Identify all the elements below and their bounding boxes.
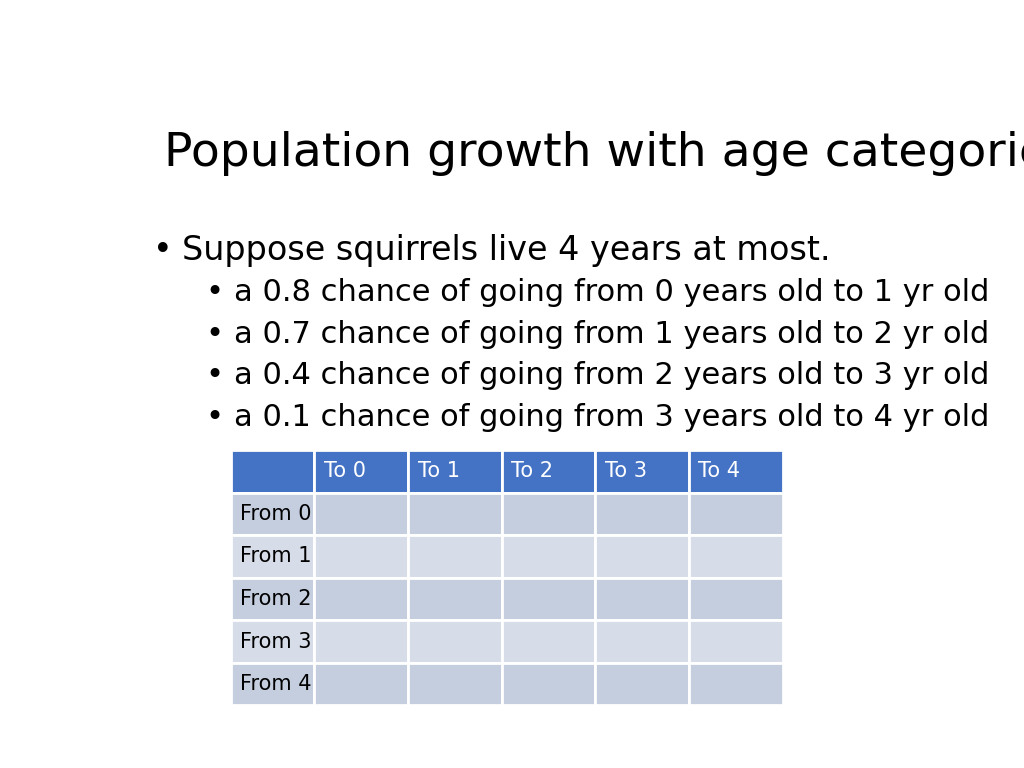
Bar <box>689 578 782 621</box>
Text: To 1: To 1 <box>418 462 460 482</box>
Bar <box>231 450 314 492</box>
Bar <box>231 663 314 705</box>
Text: a 0.4 chance of going from 2 years old to 3 yr old: a 0.4 chance of going from 2 years old t… <box>233 361 989 390</box>
Text: From 2: From 2 <box>240 589 311 609</box>
Bar <box>231 621 314 663</box>
Bar <box>314 492 409 535</box>
Bar <box>502 535 595 578</box>
Bar <box>314 621 409 663</box>
Text: •: • <box>205 319 223 349</box>
Bar <box>689 450 782 492</box>
Text: From 4: From 4 <box>240 674 311 694</box>
Bar <box>595 663 689 705</box>
Bar <box>595 450 689 492</box>
Text: To 0: To 0 <box>324 462 366 482</box>
Text: From 0: From 0 <box>240 504 311 524</box>
Bar <box>595 621 689 663</box>
Bar <box>689 621 782 663</box>
Bar <box>314 450 409 492</box>
Bar <box>502 578 595 621</box>
Text: •: • <box>154 234 173 267</box>
Bar <box>502 492 595 535</box>
Bar <box>502 663 595 705</box>
Bar <box>314 663 409 705</box>
Bar <box>595 578 689 621</box>
Text: •: • <box>205 279 223 307</box>
Bar <box>409 450 502 492</box>
Text: To 2: To 2 <box>511 462 553 482</box>
Bar <box>689 535 782 578</box>
Text: From 1: From 1 <box>240 546 311 566</box>
Bar <box>595 492 689 535</box>
Bar <box>409 492 502 535</box>
Bar <box>314 535 409 578</box>
Text: •: • <box>205 361 223 390</box>
Bar <box>231 578 314 621</box>
Text: •: • <box>205 402 223 432</box>
Bar <box>231 535 314 578</box>
Text: a 0.8 chance of going from 0 years old to 1 yr old: a 0.8 chance of going from 0 years old t… <box>233 279 989 307</box>
Text: From 3: From 3 <box>240 631 311 651</box>
Text: To 4: To 4 <box>698 462 740 482</box>
Bar <box>409 663 502 705</box>
Bar <box>502 621 595 663</box>
Bar <box>409 578 502 621</box>
Bar <box>502 450 595 492</box>
Text: To 3: To 3 <box>605 462 647 482</box>
Bar <box>689 663 782 705</box>
Bar <box>409 621 502 663</box>
Bar <box>231 492 314 535</box>
Text: Suppose squirrels live 4 years at most.: Suppose squirrels live 4 years at most. <box>182 234 830 267</box>
Text: a 0.1 chance of going from 3 years old to 4 yr old: a 0.1 chance of going from 3 years old t… <box>233 402 989 432</box>
Bar <box>595 535 689 578</box>
Text: a 0.7 chance of going from 1 years old to 2 yr old: a 0.7 chance of going from 1 years old t… <box>233 319 989 349</box>
Bar <box>314 578 409 621</box>
Bar <box>689 492 782 535</box>
Text: Population growth with age categories: Population growth with age categories <box>164 131 1024 176</box>
Bar <box>409 535 502 578</box>
